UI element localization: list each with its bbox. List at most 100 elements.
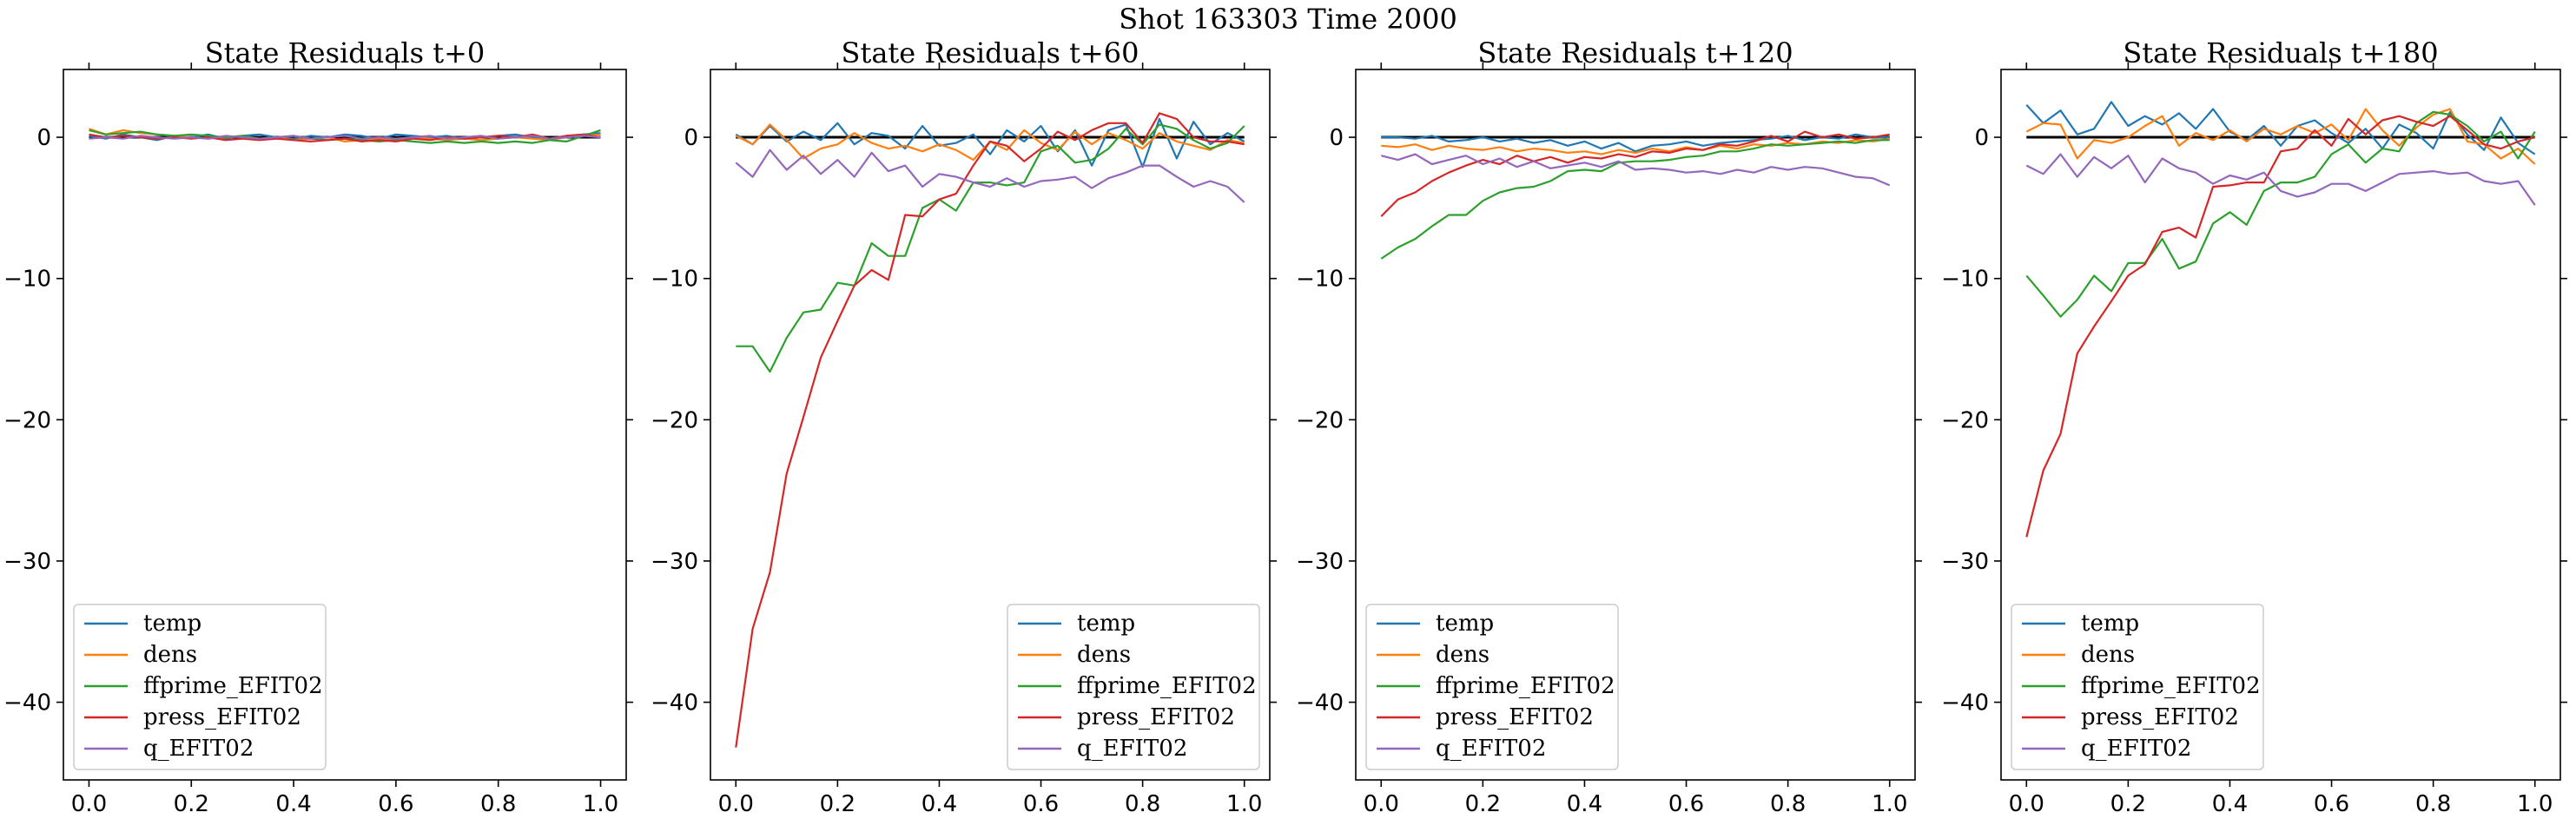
x-tick-label: 0.2: [820, 791, 855, 817]
x-tick-label: 0.2: [1465, 791, 1501, 817]
y-tick-label: 0: [684, 125, 698, 151]
y-tick-label: −30: [3, 549, 51, 575]
axes-frame: [1355, 69, 1916, 781]
legend-label: temp: [1436, 611, 1494, 637]
y-tick-label: −30: [651, 549, 698, 575]
x-tick-label: 1.0: [1872, 791, 1907, 817]
series-line-q_EFIT02: [89, 135, 601, 140]
y-tick-label: −20: [1941, 407, 1989, 433]
panel-title: State Residuals t+180: [2123, 36, 2438, 69]
legend-label: dens: [1077, 642, 1131, 668]
x-tick-label: 0.6: [1668, 791, 1704, 817]
y-tick-label: −40: [3, 690, 51, 717]
x-tick-label: 0.6: [2314, 791, 2349, 817]
series-line-temp: [2025, 101, 2536, 155]
legend-label: temp: [143, 611, 201, 637]
legend-label: dens: [1436, 642, 1489, 668]
legend-label: ffprime_EFIT02: [1436, 673, 1615, 699]
y-tick-label: −10: [651, 267, 698, 293]
legend-box: [73, 604, 327, 770]
legend-label: ffprime_EFIT02: [1077, 673, 1257, 699]
x-tick-label: 0.4: [275, 791, 311, 817]
y-tick-label: −20: [1296, 407, 1344, 433]
y-tick-label: −10: [1296, 267, 1344, 293]
x-tick-label: 0.4: [2212, 791, 2248, 817]
panel-3: State Residuals t+180 0.0 0.2 0.4 0.6 0.8 1.0 0…: [1941, 36, 2567, 817]
x-tick-label: 0.6: [1023, 791, 1059, 817]
x-tick-label: 0.8: [2415, 791, 2451, 817]
x-tick-label: 1.0: [1226, 791, 1262, 817]
panel-title: State Residuals t+60: [842, 36, 1139, 69]
panel-title: State Residuals t+120: [1477, 36, 1793, 69]
x-tick-label: 0.2: [174, 791, 209, 817]
legend-label: temp: [1077, 611, 1135, 637]
axes-frame: [63, 69, 627, 781]
x-tick-label: 0.8: [1770, 791, 1806, 817]
series-line-press_EFIT02: [735, 112, 1245, 748]
legend-label: press_EFIT02: [1077, 704, 1235, 730]
legend-label: dens: [143, 642, 197, 668]
legend-label: ffprime_EFIT02: [143, 673, 323, 699]
x-tick-label: 0.8: [1125, 791, 1160, 817]
y-tick-label: 0: [1329, 125, 1344, 151]
y-tick-label: −30: [1296, 549, 1344, 575]
series-line-ffprime_EFIT02: [1380, 139, 1890, 260]
x-tick-label: 0.0: [2009, 791, 2044, 817]
x-tick-label: 0.4: [1567, 791, 1602, 817]
y-tick-label: −40: [651, 690, 698, 717]
y-tick-label: −20: [3, 407, 51, 433]
y-tick-label: −10: [3, 267, 51, 293]
legend: temp dens ffprime_EFIT02 press_EFIT02 q_EFIT…: [2011, 604, 2264, 770]
series-line-temp: [735, 117, 1245, 168]
y-tick-label: −10: [1941, 267, 1989, 293]
legend-box: [1365, 604, 1619, 770]
x-tick-label: 1.0: [2517, 791, 2553, 817]
y-tick-label: 0: [1974, 125, 1989, 151]
series-line-q_EFIT02: [1381, 153, 1891, 187]
y-tick-label: −30: [1941, 549, 1989, 575]
x-tick-label: 0.4: [921, 791, 957, 817]
axes-frame: [710, 69, 1271, 781]
legend-label: ffprime_EFIT02: [2081, 673, 2261, 699]
series-line-dens: [2025, 108, 2536, 165]
series-line-ffprime_EFIT02: [736, 123, 1245, 373]
legend-label: q_EFIT02: [1436, 736, 1546, 762]
legend-label: press_EFIT02: [143, 704, 301, 730]
panels: State Residuals t+0 0.0 0.2 0.4 0.6 0.8 1.0 0 −1…: [3, 36, 2567, 817]
x-tick-label: 0.6: [378, 791, 413, 817]
x-tick-label: 0.8: [480, 791, 516, 817]
legend-box: [1007, 604, 1260, 770]
series-line-q_EFIT02: [735, 149, 1245, 203]
legend: temp dens ffprime_EFIT02 press_EFIT02 q_EFIT…: [73, 604, 327, 770]
x-tick-label: 0.2: [2110, 791, 2146, 817]
y-tick-label: 0: [36, 125, 51, 151]
series-line-temp: [1381, 133, 1890, 153]
x-tick-label: 0.0: [1364, 791, 1399, 817]
series-line-q_EFIT02: [2025, 153, 2536, 206]
panel-0: State Residuals t+0 0.0 0.2 0.4 0.6 0.8 1.0 0 −1…: [3, 36, 633, 817]
axes-frame: [2000, 69, 2561, 781]
series-line-ffprime_EFIT02: [2025, 110, 2536, 318]
panel-1: State Residuals t+60 0.0 0.2 0.4 0.6 0.8 1.0 0 −…: [651, 36, 1277, 817]
y-tick-label: −40: [1296, 690, 1344, 717]
figure-suptitle: Shot 163303 Time 2000: [1119, 3, 1457, 36]
legend: temp dens ffprime_EFIT02 press_EFIT02 q_EFIT…: [1365, 604, 1619, 770]
legend-box: [2011, 604, 2264, 770]
legend-label: q_EFIT02: [2081, 736, 2191, 762]
legend-label: press_EFIT02: [1436, 704, 1594, 730]
x-tick-label: 0.0: [718, 791, 754, 817]
series-line-press_EFIT02: [2025, 115, 2535, 538]
panel-2: State Residuals t+120 0.0 0.2 0.4 0.6 0.8 1.0 0…: [1296, 36, 1922, 817]
y-tick-label: −40: [1941, 690, 1989, 717]
series-line-press_EFIT02: [1380, 130, 1890, 217]
legend: temp dens ffprime_EFIT02 press_EFIT02 q_EFIT…: [1007, 604, 1260, 770]
x-tick-label: 0.0: [71, 791, 107, 817]
legend-label: q_EFIT02: [143, 736, 254, 762]
panel-title: State Residuals t+0: [205, 36, 485, 69]
x-tick-label: 1.0: [583, 791, 618, 817]
legend-label: temp: [2081, 611, 2139, 637]
legend-label: q_EFIT02: [1077, 736, 1187, 762]
legend-label: dens: [2081, 642, 2135, 668]
legend-label: press_EFIT02: [2081, 704, 2239, 730]
